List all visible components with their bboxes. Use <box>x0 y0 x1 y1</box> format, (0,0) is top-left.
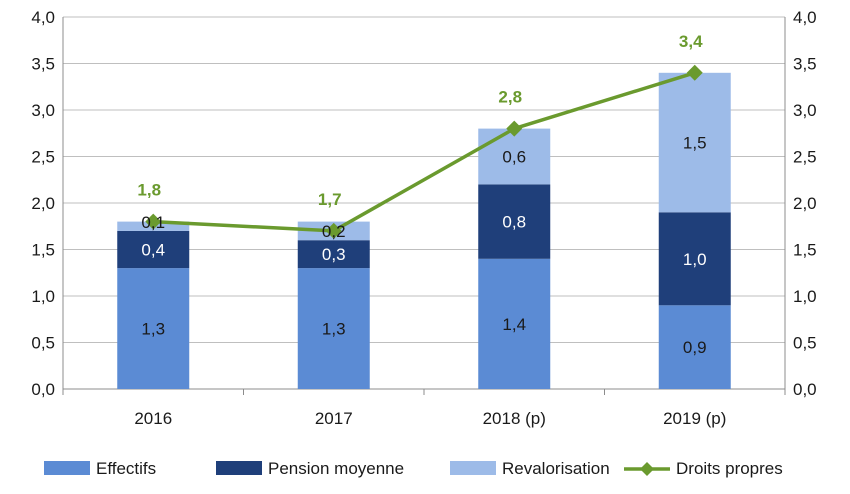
legend-label: Effectifs <box>96 459 156 478</box>
bar-segment <box>297 240 370 269</box>
y-tick-label-right: 0,5 <box>793 334 817 353</box>
y-tick-label-left: 1,0 <box>31 287 55 306</box>
bar-segment-label: 0,9 <box>683 338 707 357</box>
y-tick-label-left: 3,0 <box>31 101 55 120</box>
legend-swatch <box>216 461 262 475</box>
legend-label: Pension moyenne <box>268 459 404 478</box>
line-marker <box>145 213 162 230</box>
bar-segment-label: 1,0 <box>683 250 707 269</box>
y-tick-label-right: 2,0 <box>793 194 817 213</box>
y-tick-label-left: 0,5 <box>31 334 55 353</box>
x-tick-label: 2016 <box>134 409 172 428</box>
bar-segment-label: 0,6 <box>502 148 526 167</box>
bar-segment-label: 1,5 <box>683 134 707 153</box>
y-tick-label-left: 2,5 <box>31 148 55 167</box>
axes: 0,0 0,0 0,5 0,5 1,0 1,0 1,5 1,5 2,0 2,0 2,5 2,5 3,0 3… <box>31 8 816 428</box>
legend-swatch <box>450 461 496 475</box>
legend: Effectifs Pension moyenne Revalorisation Dr… <box>44 459 783 478</box>
line-marker <box>506 120 523 137</box>
line-path <box>153 71 696 233</box>
legend-swatch <box>44 461 90 475</box>
legend-label: Droits propres <box>676 459 783 478</box>
total-label: 1,8 <box>137 181 161 200</box>
bar-segment-label: 1,3 <box>141 320 165 339</box>
y-tick-label-right: 0,0 <box>793 380 817 399</box>
legend-marker <box>640 462 654 476</box>
bar-segment-label: 1,4 <box>502 315 526 334</box>
bar-segment <box>658 305 731 389</box>
line-series <box>145 64 703 239</box>
bar-segment <box>297 268 370 389</box>
bar-segment <box>658 72 731 213</box>
bar-segment-label: 0,4 <box>141 241 165 260</box>
x-tick-label: 2018 (p) <box>483 409 546 428</box>
y-tick-label-right: 1,0 <box>793 287 817 306</box>
y-tick-label-right: 3,5 <box>793 55 817 74</box>
bar-segment-label: 0,2 <box>322 222 346 241</box>
bar-segment <box>478 128 551 185</box>
legend-label: Revalorisation <box>502 459 610 478</box>
x-tick-label: 2017 <box>315 409 353 428</box>
bar-segment-label: 1,3 <box>322 320 346 339</box>
y-tick-label-right: 2,5 <box>793 148 817 167</box>
total-label: 1,7 <box>318 190 342 209</box>
y-tick-label-left: 0,0 <box>31 380 55 399</box>
y-tick-label-right: 1,5 <box>793 241 817 260</box>
bar-segment-label: 0,1 <box>141 213 165 232</box>
line-marker <box>686 64 703 81</box>
bar-segment <box>658 212 731 306</box>
y-tick-label-left: 4,0 <box>31 8 55 27</box>
y-tick-label-left: 3,5 <box>31 55 55 74</box>
bar-segment-label: 0,3 <box>322 245 346 264</box>
bar-segment <box>117 230 190 269</box>
total-label: 2,8 <box>498 88 522 107</box>
bar-segment <box>478 184 551 259</box>
y-tick-label-right: 4,0 <box>793 8 817 27</box>
bars <box>117 72 731 389</box>
x-tick-label: 2019 (p) <box>663 409 726 428</box>
y-tick-label-right: 3,0 <box>793 101 817 120</box>
data-labels: 1,3 0,4 0,1 1,3 0,3 0,2 1,4 0,8 0,6 0,9 1,0 1,5 1,8 1… <box>137 32 706 357</box>
line-marker <box>325 222 342 239</box>
bar-segment <box>117 268 190 389</box>
y-tick-label-left: 1,5 <box>31 241 55 260</box>
total-label: 3,4 <box>679 32 703 51</box>
bar-segment-label: 0,8 <box>502 213 526 232</box>
bar-segment <box>478 258 551 389</box>
y-tick-label-left: 2,0 <box>31 194 55 213</box>
